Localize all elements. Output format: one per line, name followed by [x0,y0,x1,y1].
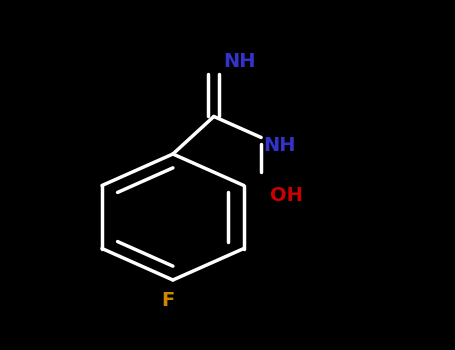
Text: NH: NH [223,52,255,71]
Text: NH: NH [263,136,296,155]
Text: F: F [162,290,175,309]
Text: OH: OH [270,187,303,205]
